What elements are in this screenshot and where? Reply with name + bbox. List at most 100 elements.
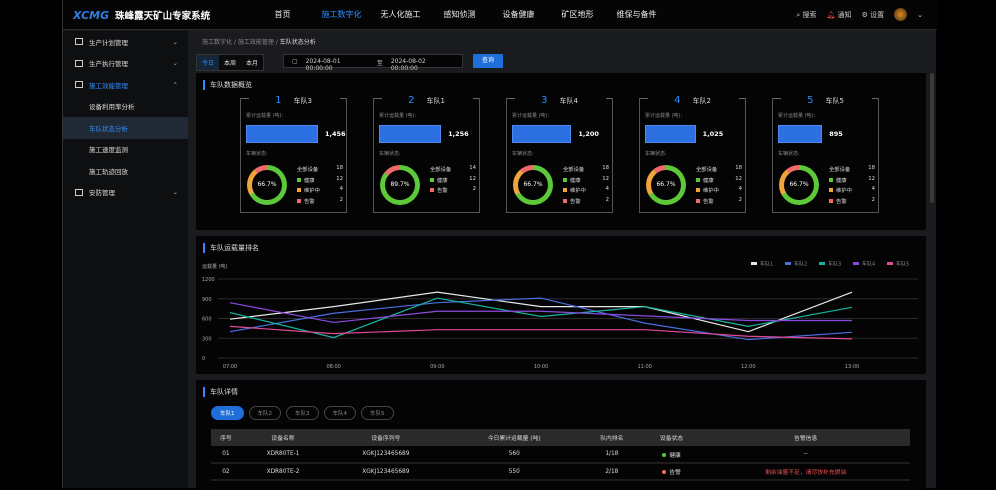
nav-item[interactable]: 矿区地形 bbox=[561, 10, 594, 19]
sidebar-item[interactable]: 施工效能管理 ⌃ bbox=[63, 74, 188, 96]
legend-label: 健康 bbox=[829, 176, 847, 187]
sidebar-subitem[interactable]: 施工轨迹回放 bbox=[89, 167, 128, 176]
column-header: 今日累计运载量 (吨) bbox=[446, 429, 583, 446]
nav-item[interactable]: 维保与备件 bbox=[616, 10, 657, 19]
legend-text: 全部设备 bbox=[563, 167, 585, 173]
end-date: 2024-08-02 00:00:00 bbox=[390, 58, 426, 72]
legend-value: 4 bbox=[339, 186, 343, 192]
chevron-up-icon[interactable]: ⌃ bbox=[172, 80, 178, 89]
legend-text: 维护中 bbox=[570, 188, 586, 194]
volume-value: 1,200 bbox=[578, 130, 599, 138]
legend-value: 2 bbox=[871, 196, 875, 203]
team-rank: 4 bbox=[674, 95, 681, 106]
chevron-down-icon[interactable]: ⌄ bbox=[172, 188, 178, 197]
legend-value: 2 bbox=[472, 186, 476, 192]
nav-item[interactable]: 首页 bbox=[274, 10, 291, 19]
nav-item[interactable]: 施工数字化 bbox=[321, 10, 362, 19]
table-row[interactable]: 01 XDR80TE-1 XGKJ123465689 560 1/18 健康 -- bbox=[211, 446, 910, 464]
team-rank: 3 bbox=[541, 95, 548, 106]
legend-row: 维护中 4 bbox=[829, 186, 875, 197]
healthy-dot bbox=[430, 177, 434, 182]
legend-row: 健康 12 bbox=[297, 176, 343, 187]
chevron-down-icon[interactable]: ⌄ bbox=[172, 37, 178, 46]
period-selector: 今日 本周 本月 bbox=[196, 54, 265, 71]
legend-text: 维护中 bbox=[703, 188, 719, 194]
column-header: 设备名称 bbox=[240, 429, 326, 446]
cell-text: XDR80TE-1 bbox=[266, 451, 300, 457]
legend-swatch bbox=[751, 262, 757, 265]
team-tab[interactable]: 车队4 bbox=[323, 406, 356, 420]
x-tick-label: 13:00 bbox=[845, 364, 859, 370]
healthy-dot bbox=[829, 177, 833, 182]
sidebar-subitem[interactable]: 设备利用率分析 bbox=[89, 103, 135, 112]
status-label: 车辆状态: bbox=[246, 151, 268, 157]
scrollbar[interactable] bbox=[930, 73, 934, 203]
sidebar-item[interactable]: 生产执行管理 ⌄ bbox=[63, 53, 188, 75]
legend-text: 告警 bbox=[570, 198, 581, 205]
nav-item[interactable]: 无人化施工 bbox=[380, 10, 421, 19]
settings-button[interactable]: ⚙ 设置 bbox=[861, 10, 885, 19]
logo[interactable]: XCMG 珠峰露天矿山专家系统 bbox=[73, 8, 210, 23]
image-icon bbox=[75, 59, 83, 67]
legend-row: 全部设备 18 bbox=[563, 165, 609, 176]
legend-text: 告警 bbox=[304, 198, 315, 205]
avatar[interactable] bbox=[894, 8, 908, 21]
legend-label: 告警 bbox=[563, 197, 581, 208]
team-tab[interactable]: 车队1 bbox=[211, 406, 244, 420]
range-separator: 至 bbox=[376, 60, 383, 67]
sidebar-item[interactable]: 生产计划管理 ⌄ bbox=[63, 31, 188, 53]
legend-label: 健康 bbox=[563, 176, 581, 187]
legend-value: 12 bbox=[469, 175, 476, 182]
breadcrumb-item[interactable]: 施工数字化 bbox=[202, 39, 233, 46]
bell-icon: 🔔︎ bbox=[826, 10, 836, 19]
team-tab[interactable]: 车队3 bbox=[286, 406, 319, 420]
team-card: 4 车队2 累计运载量 (吨): 1,025 车辆状态: 66.7% 全部设备 18 健康 12 维… bbox=[639, 95, 746, 213]
breadcrumb-item[interactable]: 施工效能管理 bbox=[237, 39, 274, 46]
table-row[interactable]: 02 XDR80TE-2 XGKJ123465689 550 2/18 告警 剩余油量不足，… bbox=[211, 463, 910, 481]
legend-text: 全部设备 bbox=[696, 167, 718, 173]
nav-item[interactable]: 设备健康 bbox=[502, 10, 535, 19]
team-name: 车队2 bbox=[692, 97, 711, 105]
legend-label: 车队1 bbox=[760, 261, 773, 268]
cell-text: 1/18 bbox=[605, 451, 619, 457]
legend-text: 健康 bbox=[836, 177, 847, 184]
chart-title: 车队运载量排名 bbox=[203, 243, 259, 253]
legend-text: 全部设备 bbox=[297, 167, 319, 173]
legend-row: 告警 2 bbox=[829, 197, 875, 208]
date-range-input[interactable]: ▢ 2024-08-01 00:00:00 至 2024-08-02 00:00:00 bbox=[283, 54, 463, 72]
legend-value: 12 bbox=[735, 175, 742, 182]
team-card: 1 车队3 累计运载量 (吨): 1,456 车辆状态: 66.7% 全部设备 18 健康 12 维… bbox=[240, 95, 347, 213]
nav-item[interactable]: 感知侦测 bbox=[443, 10, 476, 19]
series-line-车队3 bbox=[229, 297, 853, 339]
volume-label: 累计运载量 (吨): bbox=[645, 113, 683, 119]
legend-label: 维护中 bbox=[297, 186, 320, 197]
query-button[interactable]: 查询 bbox=[473, 54, 503, 68]
legend-label: 健康 bbox=[297, 176, 315, 187]
chart-panel: 车队运载量排名 运载量 (吨) 0 300 600 900 1200 07:00 08:00 0… bbox=[196, 236, 926, 374]
period-week[interactable]: 本周 bbox=[224, 60, 237, 67]
column-header: 设备序列号 bbox=[325, 429, 447, 446]
status-legend: 全部设备 18 健康 12 维护中 4 告警 2 bbox=[563, 165, 609, 207]
line-chart: 运载量 (吨) 0 300 600 900 1200 07:00 08:00 09:00 10:0… bbox=[202, 261, 918, 370]
team-tab[interactable]: 车队5 bbox=[361, 406, 394, 420]
sidebar-subitem[interactable]: 施工速度监测 bbox=[89, 146, 128, 155]
main-nav: 首页 施工数字化 无人化施工 感知侦测 设备健康 矿区地形 维保与备件 bbox=[253, 9, 666, 20]
cell-text: 健康 bbox=[669, 452, 681, 459]
team-name: 车队1 bbox=[426, 97, 445, 105]
search-button[interactable]: ⌕ 搜索 bbox=[796, 10, 817, 19]
volume-value: 1,456 bbox=[325, 130, 346, 138]
status-donut: 66.7% bbox=[779, 165, 819, 205]
period-month[interactable]: 本月 bbox=[246, 60, 259, 67]
team-rank: 2 bbox=[408, 95, 415, 106]
period-today[interactable]: 今日 bbox=[197, 55, 220, 70]
chevron-down-icon[interactable]: ⌄ bbox=[917, 10, 923, 19]
table-cell: XGKJ123465689 bbox=[325, 463, 447, 481]
notify-button[interactable]: 🔔︎ 通知 bbox=[826, 10, 851, 20]
team-tab[interactable]: 车队2 bbox=[248, 406, 281, 420]
series-line-车队2 bbox=[229, 297, 853, 341]
legend-swatch bbox=[785, 262, 791, 265]
chevron-down-icon[interactable]: ⌄ bbox=[172, 59, 178, 68]
sidebar-subitem[interactable]: 车队状态分析 bbox=[63, 117, 188, 139]
volume-bar bbox=[246, 125, 318, 143]
sidebar-item[interactable]: 安防管理 ⌄ bbox=[63, 182, 188, 204]
